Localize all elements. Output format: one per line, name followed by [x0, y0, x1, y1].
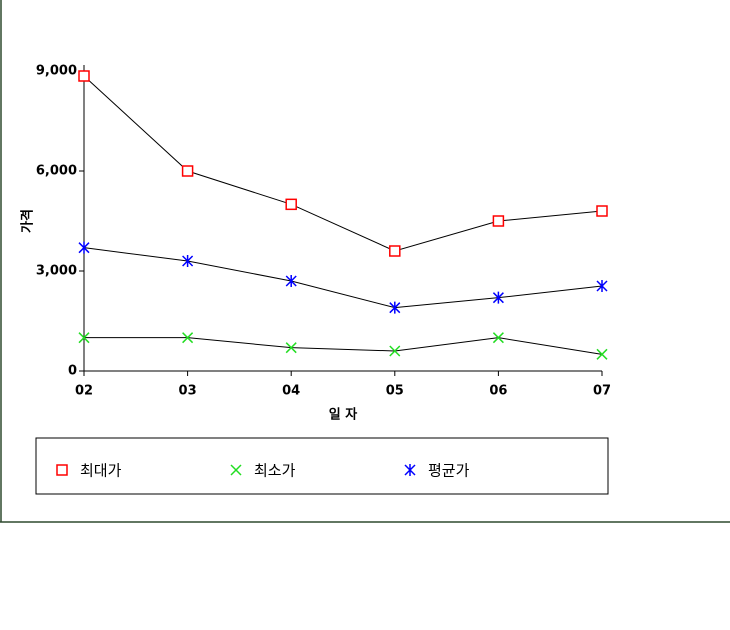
marker — [182, 332, 194, 344]
marker — [492, 215, 505, 227]
y-tick-label: 6,000 — [36, 164, 77, 179]
series-line — [83, 75, 603, 252]
marker — [596, 280, 608, 292]
x-tick-label: 02 — [75, 384, 93, 399]
y-tick-label: 3,000 — [36, 264, 77, 279]
marker — [596, 348, 608, 360]
marker — [285, 198, 297, 211]
y-tick-label: 0 — [68, 364, 77, 379]
marker — [285, 275, 297, 287]
marker — [389, 245, 401, 257]
marker — [182, 255, 194, 267]
marker — [492, 291, 504, 304]
x-tick-label: 04 — [282, 384, 300, 399]
series-line — [84, 337, 603, 355]
marker — [78, 241, 90, 254]
y-axis-label: 가격 — [21, 209, 36, 233]
y-tick-label: 9,000 — [36, 64, 77, 79]
x-tick-label: 05 — [386, 384, 404, 399]
legend-marker — [230, 464, 242, 476]
marker — [596, 205, 608, 217]
marker — [492, 332, 504, 344]
marker — [181, 165, 194, 177]
marker — [78, 70, 90, 82]
marker — [285, 342, 297, 354]
legend-marker — [404, 464, 416, 476]
x-tick-label: 06 — [489, 384, 507, 399]
x-axis-label: 일 자 — [329, 408, 357, 423]
marker — [389, 345, 401, 357]
x-tick-label: 07 — [593, 384, 611, 399]
x-tick-label: 03 — [179, 384, 197, 399]
marker — [78, 332, 90, 344]
legend-label: 최대가 — [80, 462, 122, 480]
legend-box — [35, 437, 609, 495]
series-line — [83, 247, 603, 309]
marker — [389, 301, 401, 314]
legend-label: 평균가 — [428, 462, 470, 480]
legend-label: 최소가 — [254, 462, 296, 480]
legend-marker — [56, 464, 68, 476]
